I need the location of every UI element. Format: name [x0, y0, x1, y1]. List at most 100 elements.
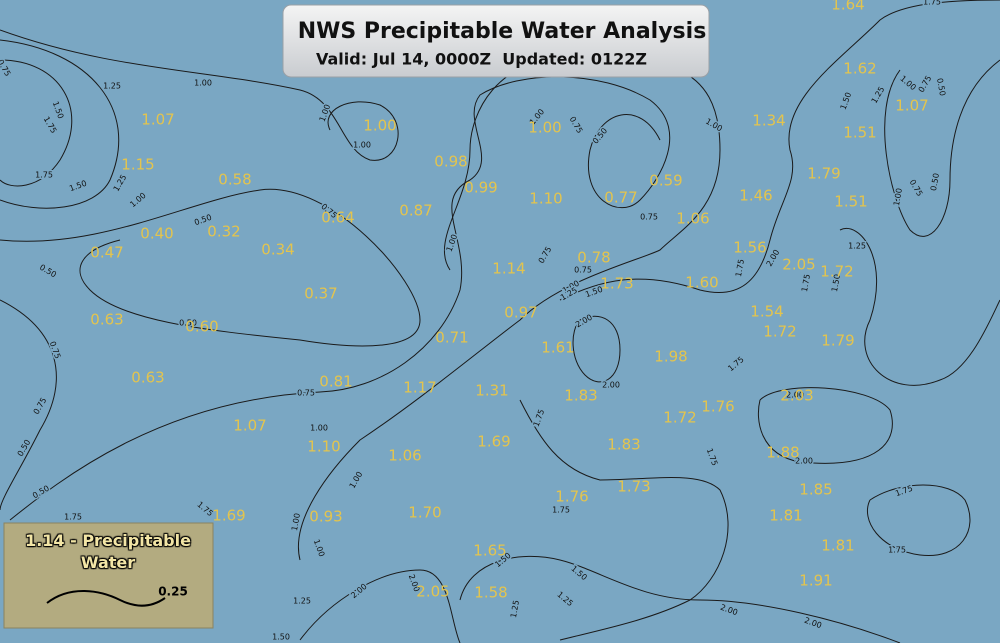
title: NWS Precipitable Water Analysis: [298, 19, 707, 44]
station-value: 1.64: [831, 0, 864, 14]
station-value: 1.07: [895, 97, 928, 115]
station-value: 1.81: [769, 507, 802, 525]
contour-label: 1.50: [272, 633, 290, 642]
station-value: 0.64: [321, 209, 354, 227]
contour-label: 1.25: [848, 242, 866, 251]
station-value: 1.51: [834, 193, 867, 211]
station-value: 1.17: [403, 379, 436, 397]
contour-label: 1.25: [103, 82, 121, 91]
station-value: 1.06: [388, 447, 421, 465]
station-value: 0.93: [309, 508, 342, 526]
contour-label: 1.00: [892, 187, 904, 206]
legend-title: 1.14 - Precipitable Water: [25, 531, 191, 572]
contour-label: 1.75: [532, 408, 547, 428]
station-value: 1.65: [473, 542, 506, 560]
contour-label: 0.75: [0, 58, 12, 78]
contour-label: 2.00: [786, 391, 804, 400]
station-value: 1.72: [663, 409, 696, 427]
contour-label: 1.00: [290, 512, 302, 531]
station-value: 1.76: [701, 398, 734, 416]
contour-label: 1.75: [923, 0, 941, 7]
station-value: 1.79: [807, 165, 840, 183]
station-value: 0.37: [304, 285, 337, 303]
contour-label: 1.50: [51, 100, 66, 120]
contour-label: 1.00: [194, 79, 212, 88]
contour-label: 0.75: [568, 115, 585, 135]
contour-label: 0.75: [640, 213, 658, 222]
station-value: 2.05: [416, 583, 449, 601]
contour-label: 0.75: [32, 396, 49, 416]
station-value: 1.69: [212, 507, 245, 525]
station-value: 1.07: [233, 417, 266, 435]
legend: 1.14 - Precipitable Water 0.25: [3, 522, 214, 629]
station-value: 1.06: [676, 210, 709, 228]
station-value: 0.58: [218, 171, 251, 189]
station-value: 1.69: [477, 433, 510, 451]
station-value: 1.14: [492, 260, 525, 278]
station-value: 0.47: [90, 244, 123, 262]
station-value: 1.51: [843, 124, 876, 142]
station-value: 2.03: [780, 387, 813, 405]
contour-label: 1.25: [870, 85, 887, 105]
station-value: 0.63: [90, 311, 123, 329]
station-value: 0.78: [577, 249, 610, 267]
station-value: 1.61: [541, 339, 574, 357]
station-value: 1.31: [475, 382, 508, 400]
contour-label: 0.50: [38, 263, 58, 280]
station-value: 1.07: [141, 111, 174, 129]
contour-label: 1.25: [112, 173, 129, 193]
station-value: 1.98: [654, 348, 687, 366]
station-value: 0.77: [604, 189, 637, 207]
contour-label: 0.50: [591, 126, 609, 145]
contour-label: 0.75: [537, 245, 554, 265]
contour-label: 1.75: [894, 484, 914, 499]
station-value: 1.72: [763, 323, 796, 341]
contour-label: 2.00: [602, 381, 620, 390]
contour-label: 1.75: [42, 115, 59, 135]
station-value: 0.98: [434, 153, 467, 171]
contour-label: 0.50: [16, 438, 33, 458]
contour-label: 1.00: [312, 538, 327, 558]
contour-label: 1.00: [318, 103, 333, 123]
contour-label: 0.50: [929, 172, 941, 191]
contour-label: 0.75: [574, 266, 592, 275]
station-value: 0.59: [649, 172, 682, 190]
station-value: 1.10: [307, 438, 340, 456]
contour-label: 1.75: [726, 355, 745, 373]
contour-label: 0.75: [297, 389, 315, 398]
station-value: 1.83: [607, 436, 640, 454]
station-value: 0.81: [319, 373, 352, 391]
station-value: 0.60: [185, 318, 218, 336]
station-value: 0.34: [261, 241, 294, 259]
station-value: 1.54: [750, 303, 783, 321]
contour-label: 1.00: [353, 141, 371, 150]
contour-label: 2.00: [795, 457, 813, 466]
station-value: 0.87: [399, 202, 432, 220]
contour-label: 1.25: [293, 597, 311, 606]
station-value: 1.34: [752, 112, 785, 130]
station-value: 1.91: [799, 572, 832, 590]
contour-label: 1.50: [68, 179, 88, 194]
contour-label: 1.50: [839, 91, 854, 111]
title-box: NWS Precipitable Water Analysis Valid: J…: [282, 4, 710, 78]
station-value: 1.10: [529, 190, 562, 208]
contour-label: 0.50: [935, 77, 947, 96]
contour-label: 1.00: [704, 117, 724, 134]
station-value: 1.73: [600, 275, 633, 293]
contour-label: 2.00: [574, 313, 594, 330]
station-value: 0.71: [435, 329, 468, 347]
contour-label: 1.75: [800, 273, 812, 292]
station-value: 1.00: [528, 119, 561, 137]
contour-label: 0.75: [48, 340, 63, 360]
station-value: 0.63: [131, 369, 164, 387]
contour-label: 1.75: [888, 546, 906, 555]
legend-contour: [46, 590, 166, 607]
contour-label: 1.75: [734, 258, 746, 277]
station-value: 1.79: [821, 332, 854, 350]
legend-title-box: 1.14 - Precipitable Water: [25, 531, 191, 572]
station-value: 1.88: [766, 444, 799, 462]
contour-label: 0.50: [31, 484, 51, 501]
